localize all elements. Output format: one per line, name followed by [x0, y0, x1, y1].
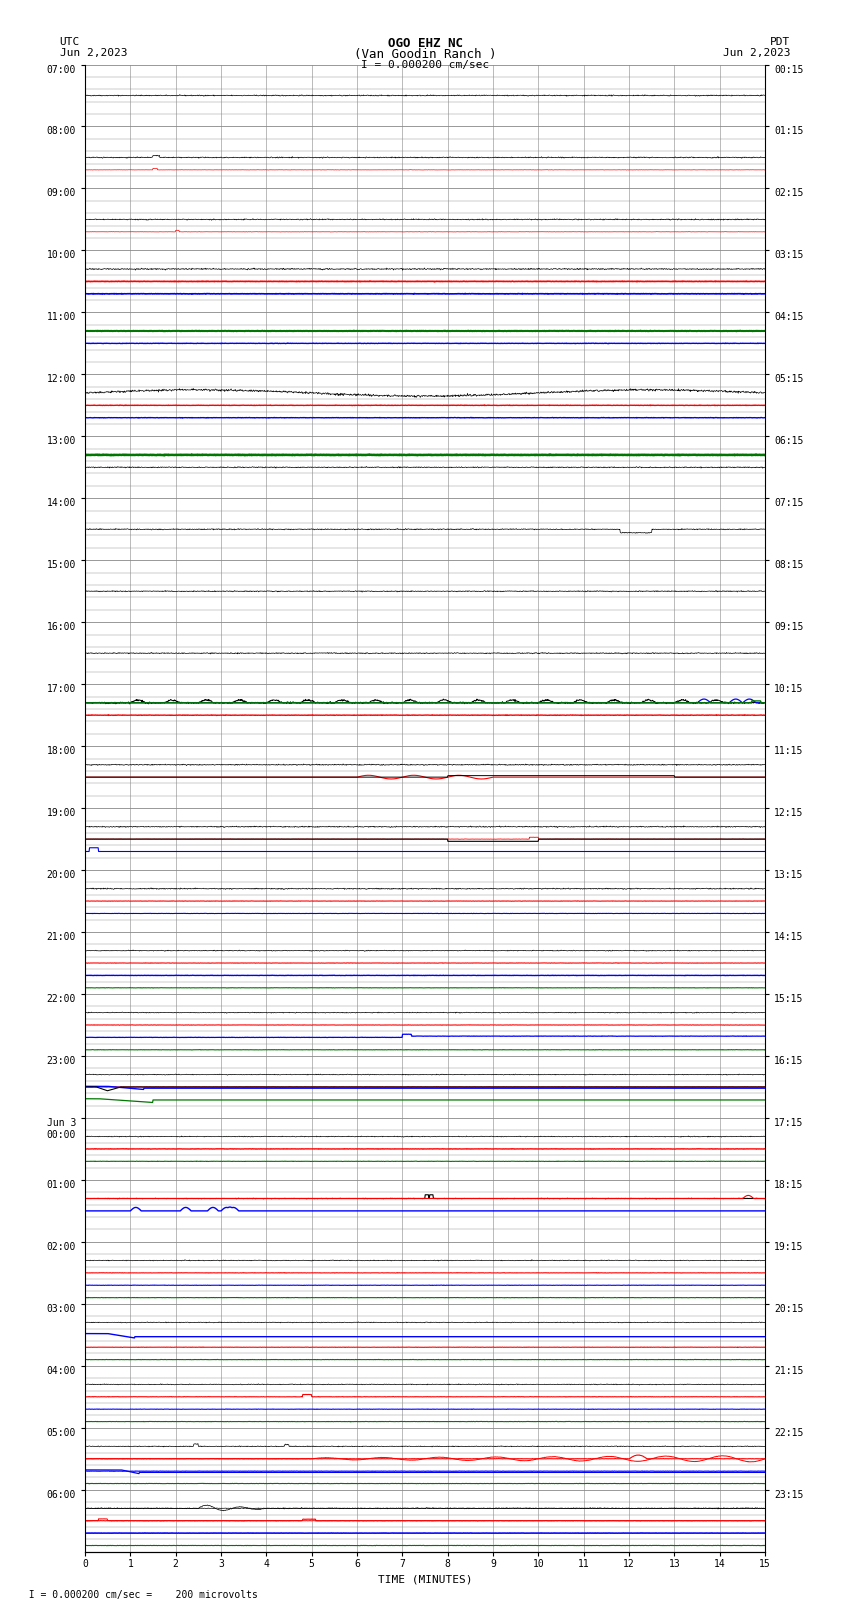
- Text: OGO EHZ NC: OGO EHZ NC: [388, 37, 462, 50]
- Text: Jun 2,2023: Jun 2,2023: [60, 48, 127, 58]
- Text: PDT: PDT: [770, 37, 790, 47]
- Text: I = 0.000200 cm/sec: I = 0.000200 cm/sec: [361, 60, 489, 69]
- Text: UTC: UTC: [60, 37, 80, 47]
- Text: Jun 2,2023: Jun 2,2023: [723, 48, 791, 58]
- X-axis label: TIME (MINUTES): TIME (MINUTES): [377, 1574, 473, 1584]
- Text: I = 0.000200 cm/sec =    200 microvolts: I = 0.000200 cm/sec = 200 microvolts: [17, 1590, 258, 1600]
- Text: (Van Goodin Ranch ): (Van Goodin Ranch ): [354, 48, 496, 61]
